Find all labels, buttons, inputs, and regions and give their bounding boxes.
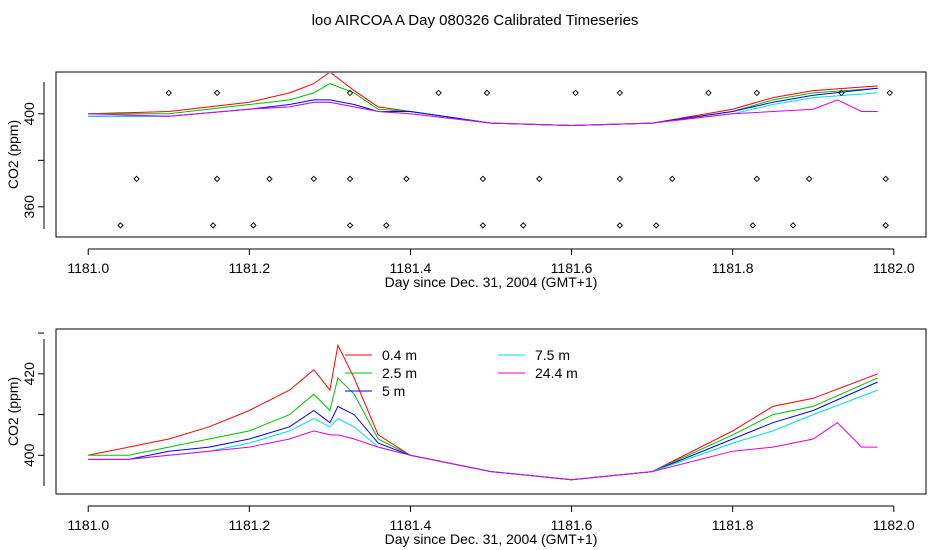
data-point (652, 222, 660, 229)
series-line-24-4-m (88, 422, 878, 481)
legend-label: 0.4 m (382, 347, 417, 363)
data-point (117, 222, 124, 229)
data-point (133, 175, 140, 183)
x-tick-label: 1182.0 (873, 260, 915, 276)
series-line-0-4-m (88, 73, 878, 127)
y-tick-label: 360 (21, 195, 37, 219)
data-point (266, 175, 273, 183)
y-tick-label: 400 (21, 443, 37, 467)
data-point (616, 222, 624, 229)
data-point (754, 53, 759, 58)
data-point (705, 89, 712, 97)
data-point (519, 222, 527, 229)
data-point (483, 89, 491, 97)
data-point (749, 222, 757, 229)
data-point (403, 175, 410, 183)
y-tick-label: 400 (21, 102, 37, 126)
x-tick-label: 1181.6 (551, 517, 593, 533)
legend-label: 5 m (382, 383, 405, 399)
data-point (351, 53, 356, 58)
data-point (669, 175, 676, 183)
x-tick-label: 1181.2 (228, 517, 270, 533)
x-tick-label: 1181.4 (390, 517, 432, 533)
data-point (536, 175, 543, 183)
plot-frame (55, 328, 927, 495)
x-tick-label: 1181.8 (712, 260, 754, 276)
plot-frame (55, 71, 927, 238)
x-tick-label: 1181.4 (390, 260, 432, 276)
data-point (346, 175, 354, 183)
data-point (838, 89, 845, 97)
data-point (855, 53, 860, 58)
bottom-panel: 1181.0 1181.2 1181.4 1181.6 1181.8 1182.0 Day … (5, 328, 927, 547)
x-tick-label: 1181.0 (67, 260, 109, 276)
legend-label: 7.5 m (535, 347, 570, 363)
data-point (346, 222, 354, 229)
data-point (182, 53, 187, 58)
x-tick-label: 1181.8 (712, 517, 754, 533)
data-point (452, 53, 457, 58)
series-line-2-5-m (88, 376, 878, 481)
data-point (722, 53, 727, 58)
data-point (213, 89, 221, 97)
x-axis-label: Day since Dec. 31, 2004 (GMT+1) (385, 274, 598, 290)
data-point (882, 175, 889, 183)
series-line-5-m (88, 87, 878, 127)
data-point (383, 222, 390, 229)
data-point (572, 89, 579, 97)
page-title: loo AIRCOA A Day 080326 Calibrated Times… (312, 12, 639, 29)
data-point (886, 89, 893, 97)
data-point (213, 175, 221, 183)
series-line-7-5-m (88, 389, 878, 481)
data-point (753, 89, 761, 97)
series-line-5-m (88, 381, 878, 481)
data-point (589, 53, 594, 58)
data-point (805, 175, 813, 183)
data-point (882, 222, 889, 229)
x-tick-label: 1182.0 (873, 517, 915, 533)
data-point (789, 222, 797, 229)
data-point (310, 175, 318, 183)
data-point (435, 89, 442, 97)
x-tick-label: 1181.2 (228, 260, 270, 276)
y-axis-label: CO2 (ppm) (5, 120, 21, 189)
plot-area (88, 53, 893, 229)
series-line-2-5-m (88, 83, 878, 127)
series-line-0-4-m (88, 343, 878, 481)
series-line-24-4-m (88, 99, 878, 127)
legend-label: 2.5 m (382, 365, 417, 381)
data-point (479, 175, 487, 183)
x-tick-label: 1181.0 (67, 517, 109, 533)
data-point (250, 222, 257, 229)
data-point (165, 89, 173, 97)
legend-label: 24.4 m (535, 365, 578, 381)
plot-area (88, 343, 878, 481)
data-point (616, 175, 624, 183)
y-axis-label: CO2 (ppm) (5, 377, 21, 446)
data-point (887, 53, 892, 58)
x-tick-label: 1181.6 (551, 260, 593, 276)
x-axis-label: Day since Dec. 31, 2004 (GMT+1) (385, 531, 598, 547)
data-point (621, 53, 626, 58)
data-point (215, 53, 220, 58)
top-panel: 1181.0 1181.2 1181.4 1181.6 1181.8 1182.0 Day … (5, 53, 927, 290)
data-point (753, 175, 761, 183)
data-point (346, 89, 354, 97)
data-point (319, 53, 324, 58)
data-point (479, 222, 487, 229)
data-point (484, 53, 489, 58)
y-tick-label: 420 (21, 362, 37, 386)
data-point (209, 222, 217, 229)
data-point (616, 89, 624, 97)
